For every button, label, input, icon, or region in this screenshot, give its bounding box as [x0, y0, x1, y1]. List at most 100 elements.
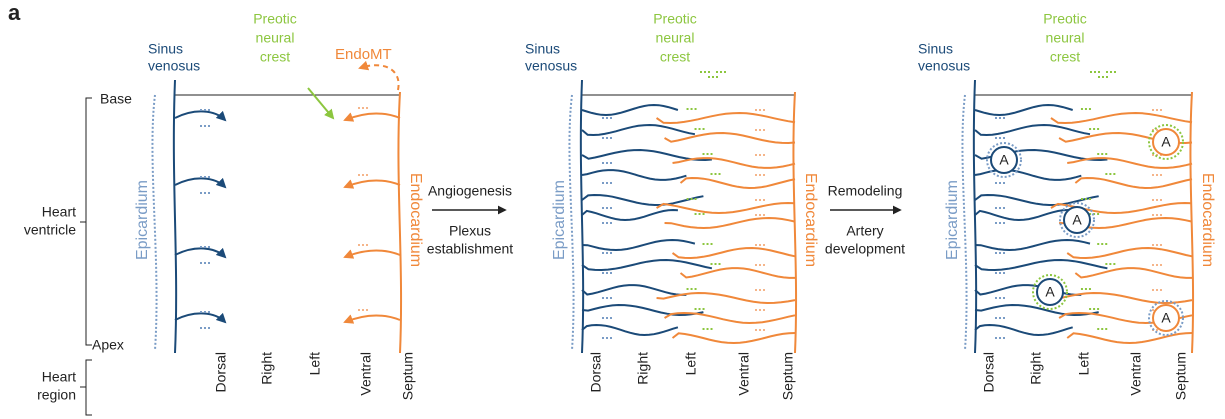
transition-outcome: development — [825, 241, 905, 257]
neural-crest-label: neural — [656, 30, 695, 46]
vessel — [1067, 248, 1192, 258]
region-label: Ventral — [358, 352, 374, 396]
figure: a Base Apex Heart ventricle Heart region… — [0, 0, 1225, 419]
vessel — [582, 195, 703, 205]
vessel — [582, 125, 695, 135]
neural-crest-label: neural — [1046, 30, 1085, 46]
vessel — [975, 210, 1073, 220]
neural-crest-label: Preotic — [653, 11, 697, 27]
region-label: Dorsal — [213, 352, 229, 392]
transition-outcome: establishment — [427, 241, 513, 257]
vessel — [975, 105, 1073, 115]
vessel — [975, 260, 1107, 270]
vessel — [681, 178, 795, 188]
vessel — [673, 333, 795, 343]
vessel — [673, 248, 795, 258]
sinus-label: Sinus — [525, 41, 560, 57]
sprout — [345, 316, 400, 322]
region-label: Right — [259, 352, 275, 385]
sinus-label: venosus — [148, 58, 200, 74]
vessel — [665, 133, 795, 143]
epicardium-label: Epicardium — [134, 180, 151, 260]
region-label: Left — [307, 352, 323, 375]
vessel — [975, 125, 1090, 135]
region-label: Ventral — [736, 352, 752, 396]
artery-label: A — [1161, 134, 1171, 150]
neural-crest-label: Preotic — [1043, 11, 1087, 27]
vessel — [1051, 113, 1192, 123]
sinus-label: Sinus — [148, 41, 183, 57]
sprout — [175, 178, 225, 187]
vessel — [582, 105, 678, 115]
epicardium-label: Epicardium — [551, 180, 568, 260]
transition-process: Remodeling — [828, 183, 903, 199]
region-label: Right — [1028, 352, 1044, 385]
vessel — [657, 113, 795, 123]
neural-crest-label: Preotic — [253, 11, 297, 27]
sinus-label: venosus — [918, 58, 970, 74]
vessel — [673, 158, 795, 168]
sprout — [345, 181, 400, 187]
vessel — [582, 170, 686, 180]
vessel — [582, 325, 678, 335]
vessel — [975, 195, 1099, 205]
neural-crest-label: neural — [256, 30, 295, 46]
endocardium-label: Endocardium — [802, 173, 819, 267]
vessel — [1075, 268, 1192, 278]
axis — [80, 98, 92, 415]
region-label: Heart — [42, 369, 76, 385]
epicardium-line — [152, 95, 156, 350]
vessel — [681, 268, 795, 278]
vessel — [657, 293, 795, 303]
epicardium-line — [962, 95, 966, 350]
vessel — [582, 285, 686, 295]
vessel — [1067, 158, 1192, 168]
page: a Base Apex Heart ventricle Heart region… — [0, 0, 1225, 419]
sprout — [175, 111, 225, 120]
neural-crest-label: crest — [660, 49, 690, 65]
artery-label: A — [1161, 310, 1171, 326]
endomt-arrow — [360, 65, 399, 90]
sinus-trunk — [581, 80, 583, 353]
neural-crest-label: crest — [260, 49, 290, 65]
vessel — [582, 260, 712, 270]
artery-label: A — [1045, 284, 1055, 300]
region-label: Septum — [780, 352, 796, 400]
region-label: region — [37, 387, 76, 403]
epicardium-label: Epicardium — [944, 180, 961, 260]
region-label: Septum — [1173, 352, 1189, 400]
region-label: Septum — [400, 352, 416, 400]
endocardium-label: Endocardium — [407, 173, 424, 267]
epicardium-line — [569, 95, 573, 350]
region-label: Left — [683, 352, 699, 375]
transition-process: Angiogenesis — [428, 183, 512, 199]
nc-arrow — [308, 88, 333, 118]
base-label: Base — [100, 91, 132, 107]
endocardium-label: Endocardium — [1199, 173, 1216, 267]
ventricle-label: ventricle — [24, 222, 76, 238]
region-label: Left — [1076, 352, 1092, 375]
region-label: Ventral — [1128, 352, 1144, 396]
endomt-label: EndoMT — [335, 46, 392, 63]
vessel — [582, 240, 695, 250]
transition-outcome: Plexus — [449, 223, 491, 239]
sinus-trunk — [974, 80, 976, 353]
region-label: Dorsal — [588, 352, 604, 392]
endocardium-line — [398, 92, 401, 353]
region-label: Right — [635, 352, 651, 385]
sinus-label: Sinus — [918, 41, 953, 57]
artery-label: A — [1072, 212, 1082, 228]
panel-label: a — [8, 0, 21, 25]
neural-crest-label: crest — [1050, 49, 1080, 65]
vessel — [582, 210, 678, 220]
sprout — [345, 251, 400, 257]
ventricle-label: Heart — [42, 204, 76, 220]
artery-label: A — [999, 152, 1009, 168]
sprout — [345, 114, 400, 120]
vessel — [665, 218, 795, 228]
transition-outcome: Artery — [846, 223, 883, 239]
vessel — [975, 325, 1073, 335]
sinus-trunk — [174, 80, 176, 353]
sprout — [175, 313, 225, 322]
vessel — [1067, 333, 1192, 343]
